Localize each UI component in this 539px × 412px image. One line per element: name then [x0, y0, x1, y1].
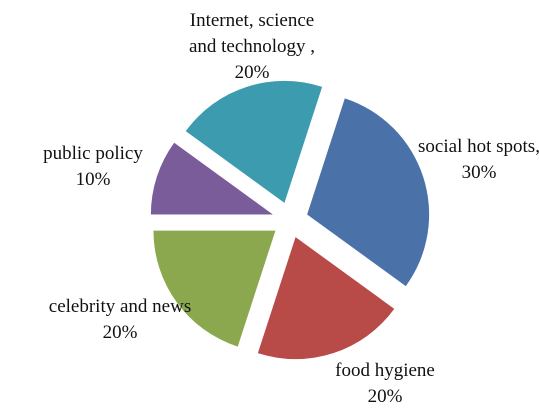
category-name: public policy: [43, 143, 143, 164]
value-label: 20%: [234, 62, 270, 83]
category-name: food hygiene: [335, 360, 435, 381]
value-label: 30%: [461, 162, 497, 183]
category-name: social hot spots,: [418, 136, 539, 157]
slice: [185, 80, 323, 203]
slice: [257, 237, 395, 360]
slice-label: celebrity and news 20%: [40, 294, 200, 346]
slice: [150, 142, 273, 215]
category-name: celebrity and news: [48, 296, 192, 317]
value-label: 20%: [102, 322, 138, 343]
slice-label: public policy 10%: [8, 141, 178, 193]
slice-label: food hygiene 20%: [295, 358, 475, 410]
value-label: 10%: [75, 169, 111, 190]
slice-label: social hot spots, 30%: [418, 134, 539, 186]
slice-label: Internet, science and technology , 20%: [182, 8, 322, 86]
slice: [153, 230, 276, 347]
value-label: 20%: [367, 386, 403, 407]
category-name: Internet, science and technology ,: [188, 10, 316, 57]
slice: [307, 98, 430, 287]
